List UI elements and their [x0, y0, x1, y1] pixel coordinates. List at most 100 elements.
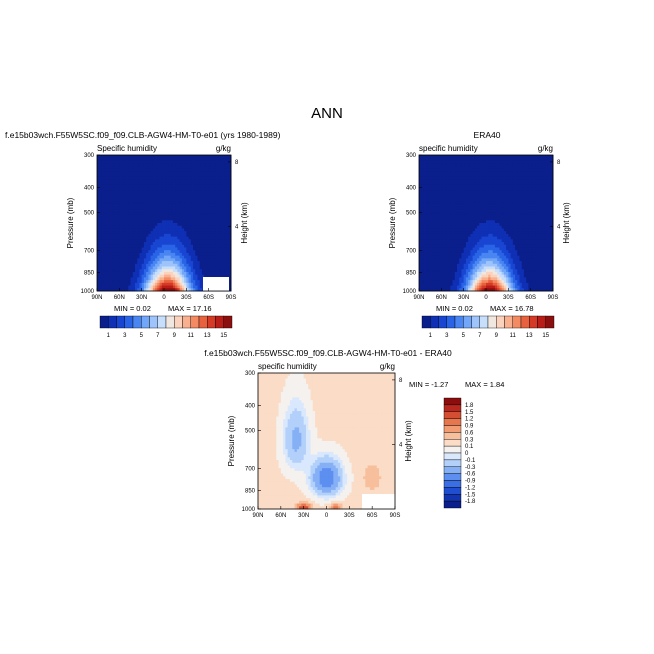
heatmap-cell [206, 236, 210, 240]
heatmap-cell [479, 206, 482, 210]
heatmap-cell [423, 179, 427, 183]
heatmap-cell [441, 193, 444, 197]
heatmap-cell [208, 155, 212, 159]
heatmap-cell [539, 193, 543, 197]
heatmap-cell [172, 250, 176, 254]
heatmap-cell [197, 239, 201, 243]
heatmap-cell [226, 155, 230, 159]
heatmap-cell [526, 176, 529, 180]
heatmap-cell [148, 165, 151, 169]
heatmap-cell [179, 277, 183, 281]
heatmap-cell [461, 223, 465, 227]
heatmap-cell [197, 244, 201, 248]
heatmap-cell [506, 209, 509, 213]
heatmap-cell [517, 203, 520, 208]
heatmap-cell [130, 157, 134, 161]
heatmap-cell [117, 220, 120, 224]
heatmap-cell [483, 160, 487, 164]
heatmap-cell [141, 187, 145, 191]
heatmap-cell [97, 236, 100, 240]
heatmap-cell [445, 155, 449, 159]
heatmap-cell [508, 174, 511, 178]
heatmap-cell [523, 206, 527, 210]
heatmap-cell [150, 250, 154, 254]
heatmap-cell [199, 269, 203, 273]
heatmap-cell [197, 176, 201, 180]
heatmap-cell [544, 163, 547, 167]
heatmap-cell [121, 209, 125, 213]
heatmap-cell [166, 209, 169, 213]
heatmap-cell [195, 184, 198, 189]
heatmap-cell [436, 214, 440, 218]
heatmap-cell [146, 206, 149, 210]
heatmap-cell [108, 182, 111, 186]
heatmap-cell [224, 239, 227, 243]
heatmap-cell [521, 198, 525, 202]
heatmap-cell [177, 179, 181, 183]
heatmap-cell [170, 190, 174, 194]
heatmap-cell [515, 179, 518, 183]
heatmap-cell [150, 193, 154, 197]
heatmap-cell [172, 258, 176, 262]
heatmap-cell [204, 266, 207, 270]
heatmap-cell [215, 174, 218, 178]
heatmap-cell [197, 217, 201, 221]
heatmap-cell [228, 157, 232, 161]
heatmap-cell [479, 233, 482, 237]
heatmap-cell [477, 201, 480, 205]
heatmap-cell [170, 220, 174, 224]
heatmap-cell [512, 184, 516, 189]
heatmap-cell [186, 217, 189, 221]
heatmap-cell [164, 198, 167, 202]
heatmap-cell [177, 285, 181, 289]
heatmap-cell [512, 179, 516, 183]
heatmap-cell [179, 271, 183, 276]
heatmap-cell [432, 193, 436, 197]
heatmap-cell [526, 179, 529, 183]
heatmap-cell [208, 182, 212, 186]
heatmap-cell [213, 179, 216, 183]
heatmap-cell [193, 201, 196, 205]
heatmap-cell [112, 252, 116, 257]
heatmap-cell [490, 217, 494, 221]
heatmap-cell [535, 212, 538, 216]
heatmap-cell [512, 231, 516, 235]
heatmap-cell [137, 209, 140, 213]
heatmap-cell [226, 176, 230, 180]
heatmap-cell [450, 225, 453, 229]
heatmap-cell [146, 198, 149, 202]
heatmap-cell [456, 193, 460, 197]
heatmap-cell [157, 285, 160, 289]
heatmap-cell [452, 171, 456, 175]
heatmap-cell [134, 225, 138, 229]
heatmap-cell [148, 258, 151, 262]
heatmap-cell [208, 195, 212, 199]
heatmap-cell [126, 187, 129, 191]
heatmap-cell [123, 203, 127, 208]
heatmap-cell [468, 163, 471, 167]
heatmap-cell [459, 239, 462, 243]
heatmap-cell [201, 179, 205, 183]
heatmap-cell [204, 165, 207, 169]
heatmap-cell [155, 242, 158, 246]
heatmap-cell [112, 247, 116, 251]
heatmap-cell [204, 203, 207, 208]
heatmap-cell [204, 247, 207, 251]
heatmap-cell [208, 252, 212, 257]
heatmap-cell [108, 282, 111, 286]
heatmap-cell [459, 190, 462, 194]
heatmap-cell [170, 193, 174, 197]
heatmap-cell [544, 160, 547, 164]
heatmap-cell [146, 242, 149, 246]
heatmap-cell [139, 171, 143, 175]
heatmap-cell [141, 209, 145, 213]
heatmap-cell [141, 225, 145, 229]
heatmap-cell [541, 203, 545, 208]
heatmap-cell [441, 179, 444, 183]
heatmap-cell [544, 225, 547, 229]
heatmap-cell [499, 239, 503, 243]
heatmap-cell [172, 225, 176, 229]
heatmap-cell [434, 193, 438, 197]
heatmap-cell [152, 261, 156, 265]
heatmap-cell [450, 195, 453, 199]
